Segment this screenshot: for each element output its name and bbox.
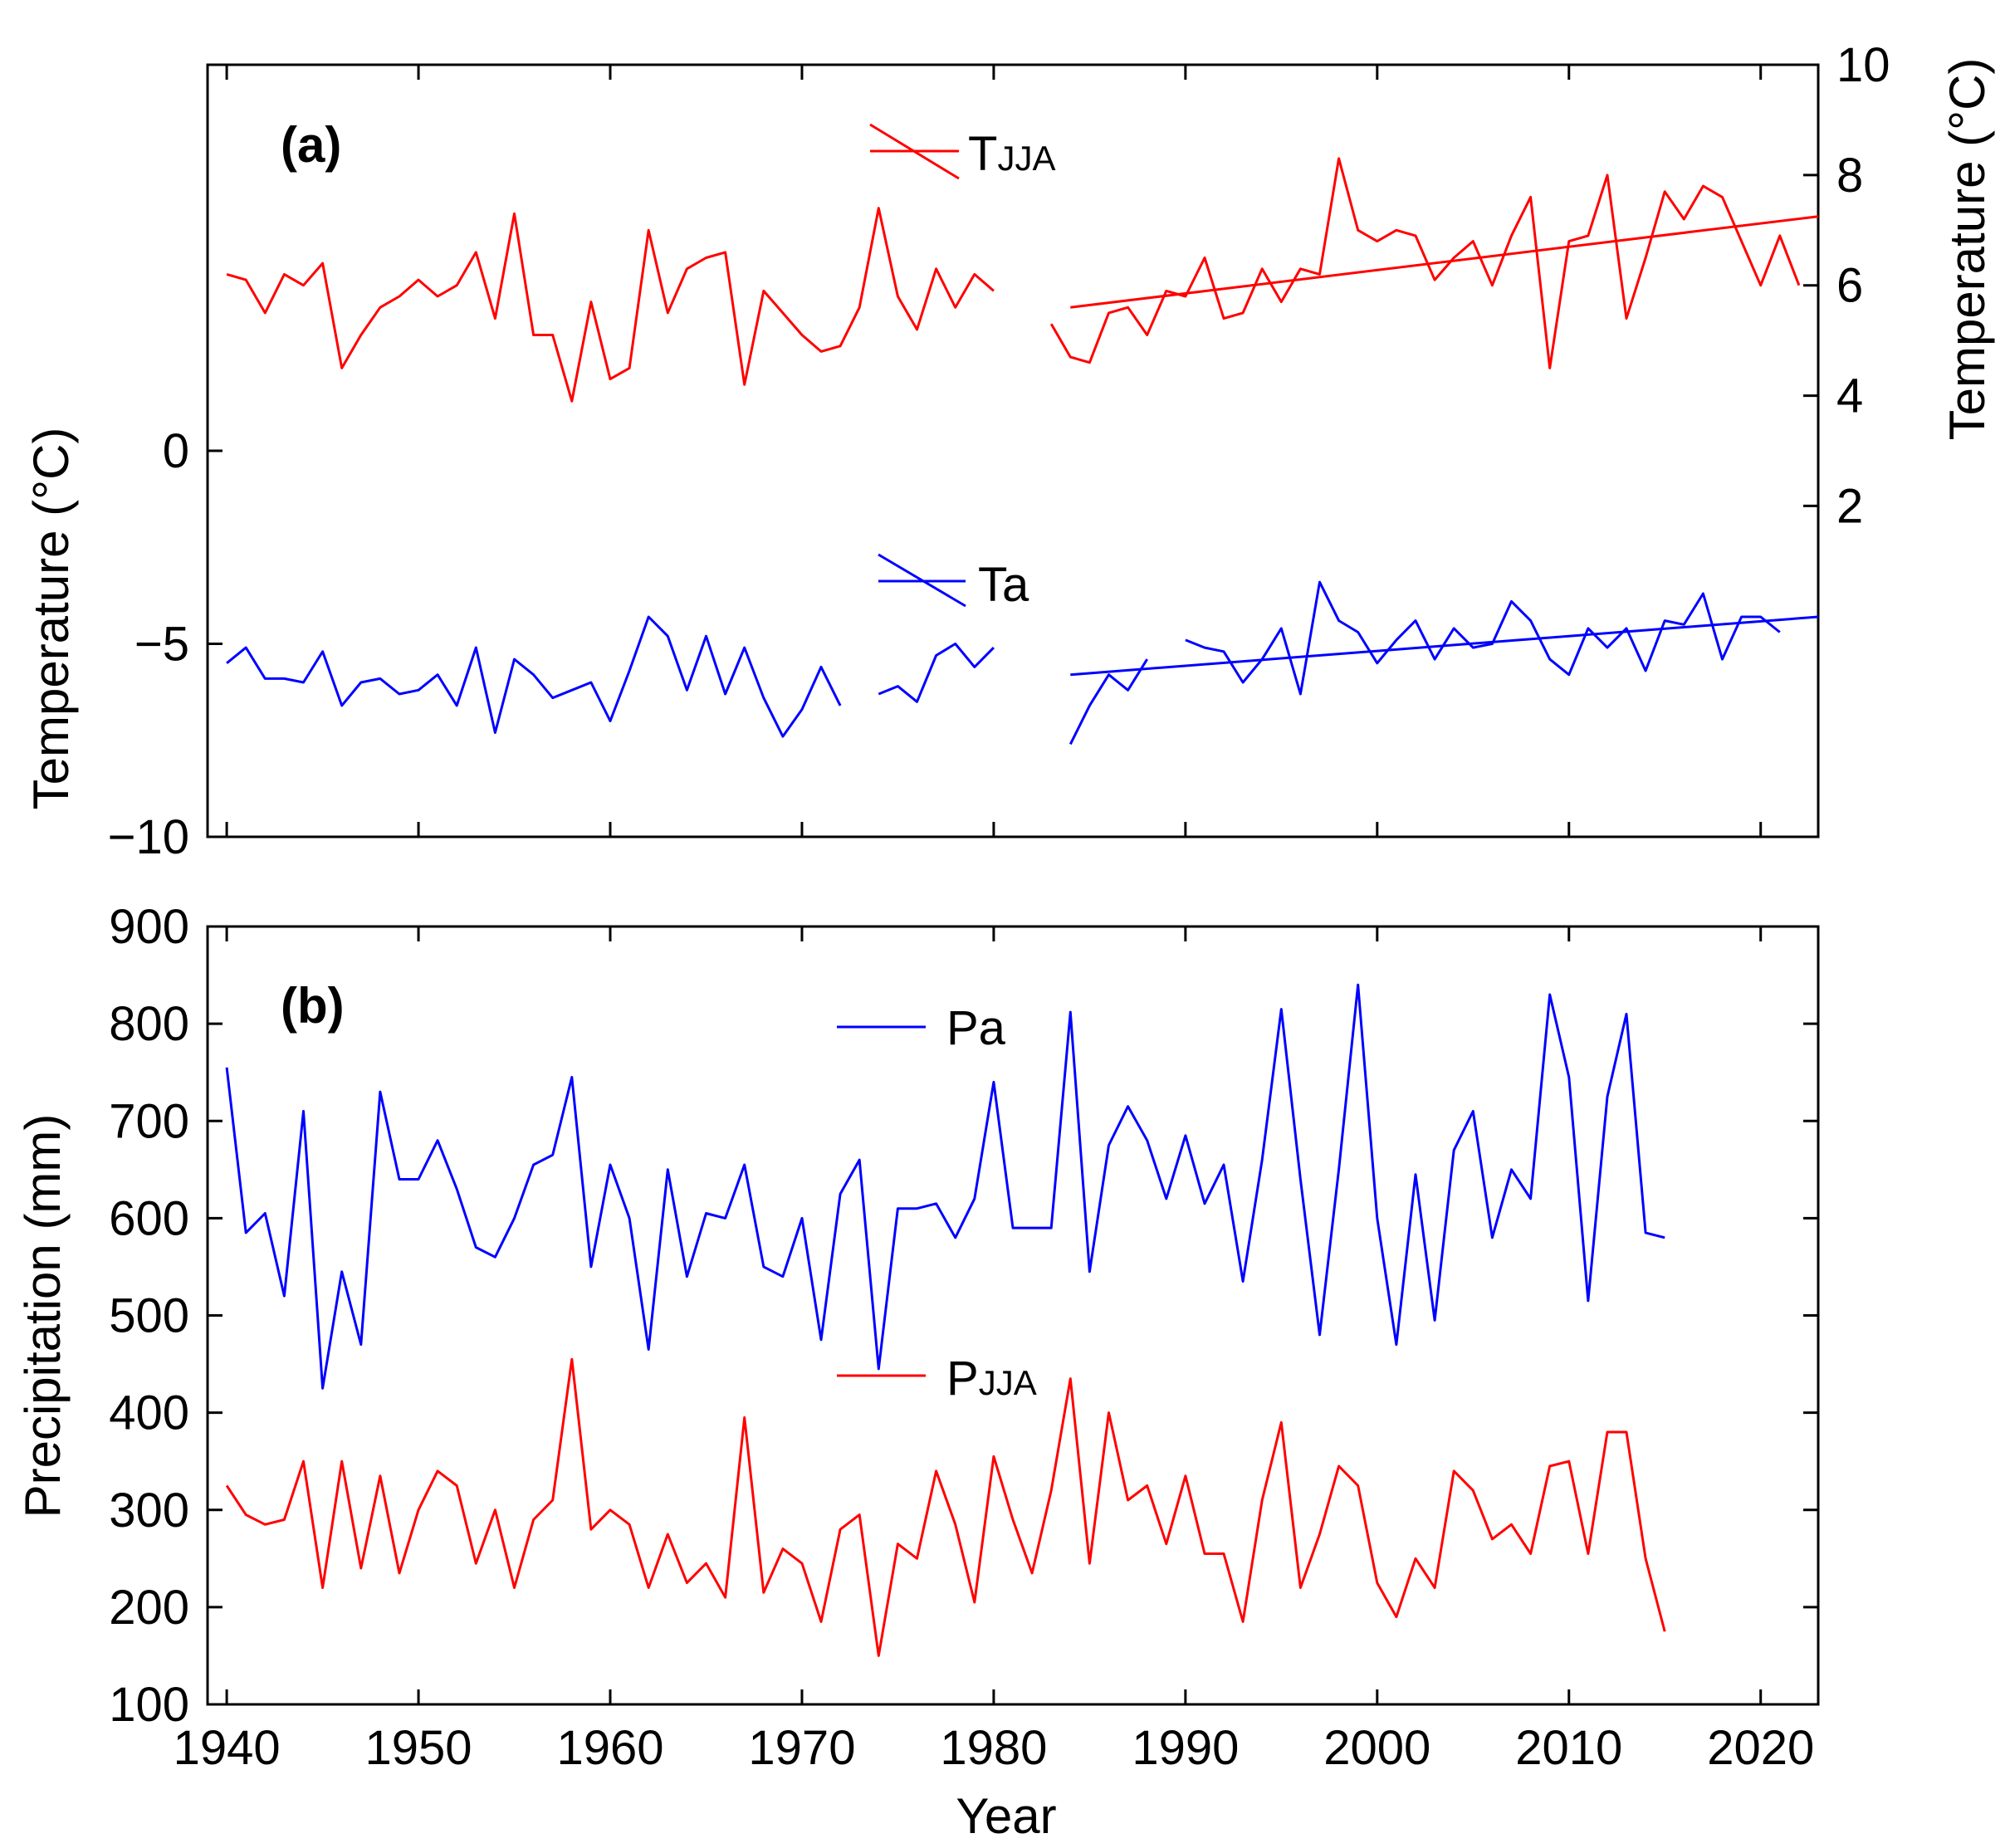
series-ta-line	[226, 615, 842, 738]
panel-b-y-tick-label: 400	[109, 1386, 189, 1440]
panel-b-y-tick-label: 500	[109, 1289, 189, 1343]
legend-pa: Pa	[837, 1001, 1006, 1055]
panel-b-x-ticks: 1940 1950 1960 1970 1980 1990 2000 2010 2020	[174, 926, 1814, 1775]
x-tick-label: 1970	[748, 1721, 855, 1775]
legend-tjja-sub: JJA	[997, 139, 1055, 178]
panel-a: 0 −5 −10 10 8 6 4 2 (a) Temperature (°C) Tempe…	[23, 38, 1995, 864]
panel-b-y-tick-label: 900	[109, 900, 189, 954]
panel-a-right-y-axis-label: Temperature (°C)	[1939, 58, 1995, 441]
legend-tjja-main: T	[968, 127, 997, 181]
panel-a-left-y-ticks: 0 −5 −10	[108, 424, 223, 864]
panel-b-frame	[206, 925, 1820, 1706]
panel-a-series	[226, 157, 1819, 746]
panel-a-label: (a)	[281, 117, 341, 173]
legend-pjja-sub: JJA	[979, 1363, 1037, 1402]
legend-ta: Ta	[878, 553, 1029, 612]
panel-a-right-y-tick-label: 4	[1836, 369, 1863, 423]
panel-a-x-ticks	[225, 65, 1763, 837]
series-ta-line	[1069, 658, 1148, 746]
series-pjja-line	[225, 1357, 1666, 1657]
series-tjja-trend-line	[1070, 215, 1819, 309]
x-tick-label: 2020	[1707, 1721, 1814, 1775]
x-tick-label: 1960	[556, 1721, 663, 1775]
series-ta-line	[878, 643, 995, 703]
x-tick-label: 1980	[940, 1721, 1047, 1775]
x-axis-label: Year	[956, 1788, 1056, 1844]
x-tick-label: 2010	[1515, 1721, 1622, 1775]
panel-a-left-y-tick-label: −5	[134, 618, 189, 672]
panel-b-series	[225, 983, 1666, 1657]
panel-b-y-tick-label: 600	[109, 1191, 189, 1245]
series-ta-trend-line	[1070, 615, 1819, 677]
panel-b-label: (b)	[281, 978, 345, 1034]
panel-b: 1940 1950 1960 1970 1980 1990 2000 2010 2020 900…	[15, 900, 1820, 1844]
panel-b-y-tick-label: 200	[109, 1581, 189, 1635]
x-tick-label: 1940	[174, 1721, 281, 1775]
panel-a-right-y-tick-label: 6	[1836, 259, 1863, 313]
legend-pjja-label: PJJA	[946, 1352, 1037, 1406]
panel-b-y-axis-label: Precipitation (mm)	[15, 1114, 71, 1518]
panel-a-frame	[206, 63, 1820, 838]
panel-b-y-tick-label: 800	[109, 997, 189, 1051]
legend-pa-label: Pa	[946, 1001, 1006, 1055]
series-tjja-line	[226, 207, 995, 403]
series-pa-line	[225, 983, 1665, 1390]
x-tick-label: 1950	[365, 1721, 472, 1775]
legend-tjja: TJJA	[869, 123, 1055, 181]
legend-ta-label: Ta	[978, 558, 1029, 612]
panel-a-right-y-tick-label: 10	[1836, 38, 1890, 92]
panel-a-right-y-tick-label: 2	[1836, 479, 1863, 533]
x-tick-label: 2000	[1323, 1721, 1430, 1775]
x-tick-label: 1990	[1132, 1721, 1239, 1775]
panel-b-y-ticks: 900 800 700 600 500 400 300 200 100	[109, 900, 1818, 1732]
panel-a-left-y-axis-label: Temperature (°C)	[23, 428, 79, 810]
legend-pjja: PJJA	[837, 1352, 1037, 1406]
panel-b-y-tick-label: 100	[109, 1678, 189, 1732]
panel-a-left-y-tick-label: −10	[108, 810, 189, 864]
series-ta-line	[1185, 580, 1781, 696]
legend-tjja-label: TJJA	[968, 127, 1055, 181]
legend-pjja-main: P	[946, 1352, 979, 1406]
panel-a-right-y-ticks: 10 8 6 4 2	[1803, 38, 1890, 533]
panel-a-left-y-tick-label: 0	[163, 424, 189, 478]
panel-b-y-tick-label: 300	[109, 1484, 189, 1538]
panel-b-y-tick-label: 700	[109, 1094, 189, 1148]
panel-a-right-y-tick-label: 8	[1836, 149, 1863, 203]
